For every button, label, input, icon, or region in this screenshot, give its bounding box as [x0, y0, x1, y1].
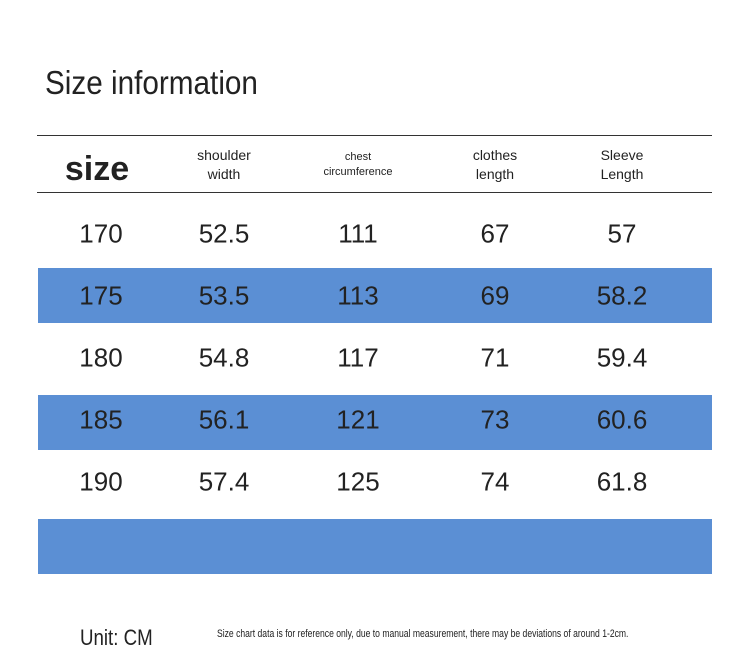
title: Size information — [45, 64, 258, 101]
table-cell: 59.4 — [596, 342, 648, 373]
table-cell: 57 — [607, 218, 637, 249]
header-line: size — [64, 150, 130, 189]
header-line: width — [207, 166, 241, 182]
header-cell: Sleeve Length — [557, 146, 687, 184]
header-line: Sleeve — [600, 147, 644, 164]
header-line: Length — [600, 166, 644, 182]
row-band — [38, 268, 712, 323]
table-cell: 52.5 — [198, 218, 250, 249]
header-line: length — [475, 166, 515, 182]
table-cell: 125 — [336, 466, 380, 497]
row-band — [38, 519, 712, 574]
table-cell: 74 — [480, 466, 510, 497]
table-cell: 73 — [480, 404, 510, 435]
unit: Unit: CM — [80, 625, 153, 650]
table-cell: 190 — [79, 466, 123, 497]
note: Size chart data is for reference only, d… — [217, 628, 629, 640]
table-cell: 54.8 — [198, 342, 250, 373]
header-cell: size — [32, 147, 162, 193]
table-cell: 117 — [337, 342, 379, 373]
table-cell: 56.1 — [198, 404, 250, 435]
header-cell: shoulder width — [159, 146, 289, 184]
table-cell: 111 — [338, 218, 378, 249]
header-line: chest — [344, 151, 372, 164]
table-cell: 67 — [480, 218, 510, 249]
table-cell: 185 — [79, 404, 123, 435]
row-band — [38, 395, 712, 450]
header-cell: chest circumference — [293, 150, 423, 180]
table-cell: 58.2 — [596, 280, 648, 311]
table-cell: 113 — [337, 280, 379, 311]
table-cell: 180 — [79, 342, 123, 373]
table-cell: 175 — [79, 280, 123, 311]
table-cell: 60.6 — [596, 404, 648, 435]
table-cell: 170 — [79, 218, 123, 249]
header-line: circumference — [323, 166, 393, 178]
rule — [37, 192, 712, 193]
table-cell: 121 — [336, 404, 380, 435]
table-cell: 61.8 — [596, 466, 648, 497]
table-cell: 57.4 — [198, 466, 250, 497]
table-cell: 53.5 — [198, 280, 250, 311]
table-cell: 71 — [480, 342, 510, 373]
header-line: clothes — [472, 147, 518, 164]
rule — [37, 135, 712, 136]
table-cell: 69 — [480, 280, 510, 311]
header-cell: clothes length — [430, 146, 560, 184]
header-line: shoulder — [197, 147, 251, 164]
